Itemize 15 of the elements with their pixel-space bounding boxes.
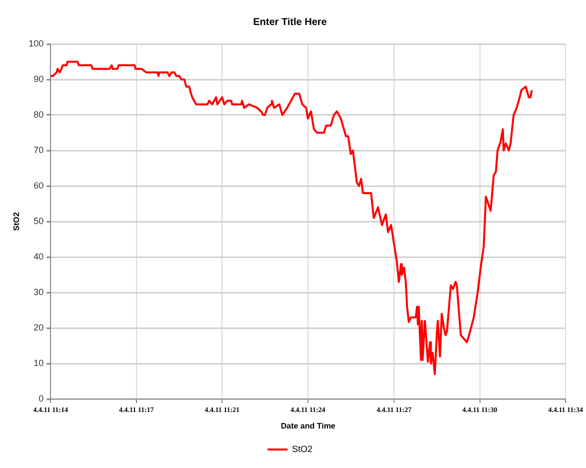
y-tick-label: 40 bbox=[34, 251, 44, 262]
y-tick-label: 30 bbox=[34, 286, 44, 297]
y-tick-label: 100 bbox=[28, 38, 44, 48]
y-tick-label: 70 bbox=[34, 144, 44, 155]
y-tick-label: 50 bbox=[34, 216, 44, 226]
y-tick-label: 0 bbox=[38, 393, 44, 404]
x-axis-title: Date and Time bbox=[280, 421, 336, 430]
legend-label: StO2 bbox=[292, 444, 313, 454]
chart-title: Enter Title Here bbox=[253, 16, 328, 28]
y-tick-label: 60 bbox=[34, 180, 44, 190]
y-tick-label: 10 bbox=[34, 358, 44, 368]
y-tick-label: 90 bbox=[34, 74, 44, 84]
y-tick-label: 80 bbox=[34, 109, 44, 120]
y-tick-label: 20 bbox=[34, 322, 44, 332]
y-axis-title: StO2 bbox=[12, 212, 22, 231]
